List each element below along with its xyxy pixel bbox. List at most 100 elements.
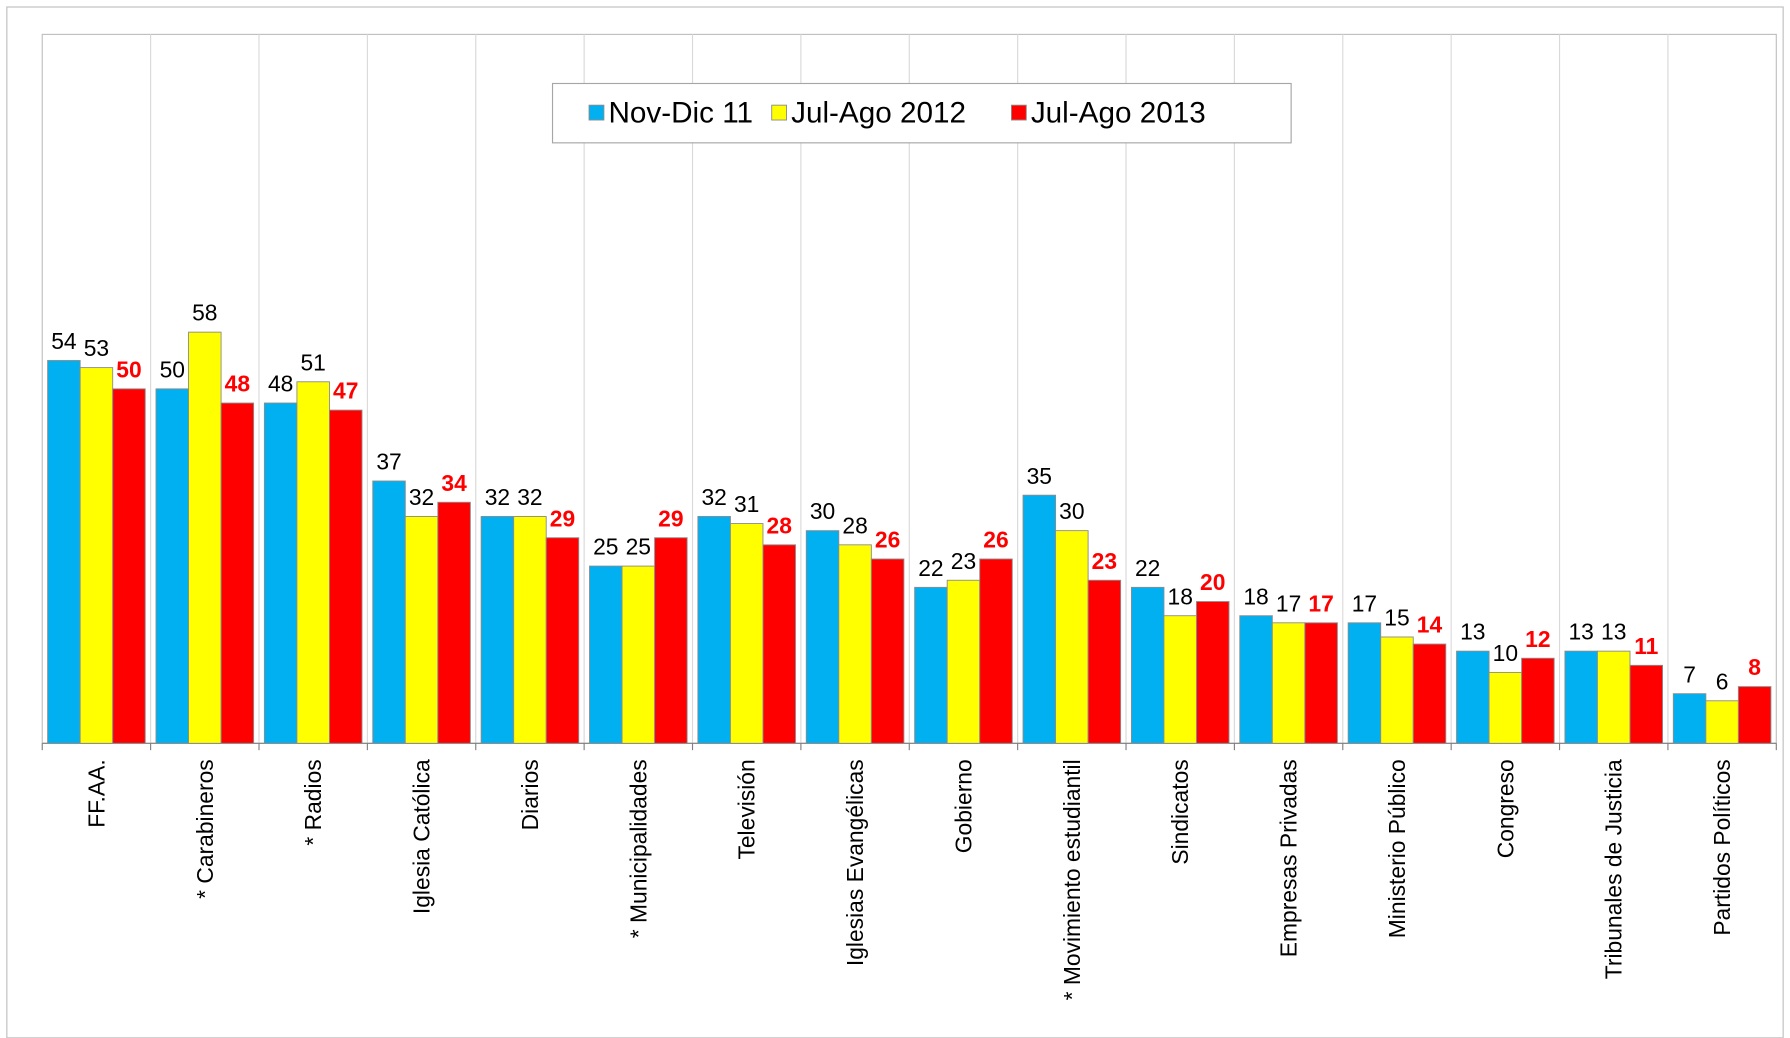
value-label: 50: [116, 356, 141, 382]
value-label: 53: [84, 335, 109, 361]
value-label: 48: [268, 371, 293, 397]
x-tick-label: * Municipalidades: [625, 759, 651, 938]
value-label: 48: [225, 371, 250, 397]
legend-box: [551, 82, 1292, 144]
value-label: 32: [485, 484, 510, 510]
legend-swatch: [1010, 104, 1027, 121]
bar: [1412, 643, 1447, 744]
value-label: 26: [983, 527, 1008, 553]
value-label: 22: [1135, 555, 1160, 581]
value-label: 29: [550, 505, 575, 531]
bar: [1347, 622, 1382, 744]
x-tick-label: Iglesia Católica: [409, 759, 435, 914]
value-label: 13: [1568, 619, 1593, 645]
bar: [870, 558, 905, 744]
value-label: 51: [300, 349, 325, 375]
bar: [1672, 693, 1707, 744]
legend-label: Jul-Ago 2013: [1031, 96, 1206, 129]
bar: [1737, 686, 1772, 744]
bar: [729, 523, 764, 744]
value-label: 11: [1634, 633, 1658, 659]
bar: [263, 402, 298, 744]
bar: [805, 530, 840, 744]
value-label: 25: [626, 534, 651, 560]
bar: [545, 537, 580, 744]
x-tick-label: Televisión: [734, 759, 760, 859]
bar: [1271, 622, 1306, 744]
x-tick-label: * Movimiento estudiantil: [1059, 759, 1085, 1000]
value-label: 12: [1525, 626, 1550, 652]
value-label: 7: [1683, 661, 1696, 687]
bar: [404, 516, 439, 744]
value-label: 18: [1168, 583, 1193, 609]
bar: [79, 367, 114, 744]
value-label: 20: [1200, 569, 1225, 595]
value-label: 25: [593, 534, 618, 560]
bar: [589, 565, 623, 744]
value-label: 18: [1243, 583, 1268, 609]
legend-swatch: [588, 104, 605, 121]
value-label: 34: [441, 470, 467, 496]
x-tick-label: Iglesias Evangélicas: [842, 759, 868, 966]
value-label: 28: [842, 512, 867, 538]
bar: [480, 516, 515, 744]
bar: [220, 402, 255, 744]
bar: [838, 544, 872, 744]
bar: [762, 544, 796, 744]
value-label: 37: [376, 449, 401, 475]
x-tick-label: Sindicatos: [1167, 759, 1193, 864]
value-label: 58: [192, 300, 217, 326]
bar: [112, 388, 146, 744]
bar: [979, 558, 1013, 744]
x-tick-label: Empresas Privadas: [1276, 759, 1302, 957]
value-label: 15: [1384, 605, 1409, 631]
value-label: 17: [1352, 590, 1377, 616]
x-tick-label: Congreso: [1492, 759, 1518, 858]
x-tick-label: Ministerio Público: [1384, 759, 1410, 938]
value-label: 30: [810, 498, 835, 524]
value-label: 50: [160, 356, 185, 382]
bar: [1456, 650, 1490, 744]
value-label: 35: [1027, 463, 1052, 489]
bar: [188, 331, 222, 744]
bar: [654, 537, 688, 744]
bar: [1087, 579, 1122, 744]
value-label: 13: [1460, 619, 1485, 645]
x-tick-label: Tribunales de Justicia: [1601, 759, 1627, 979]
bar: [1196, 601, 1230, 744]
value-label: 23: [951, 548, 976, 574]
bar: [155, 388, 189, 744]
bar: [1239, 615, 1273, 744]
value-label: 8: [1748, 654, 1761, 680]
bar: [437, 501, 471, 744]
bar: [697, 516, 731, 744]
value-label: 32: [409, 484, 434, 510]
x-tick-label: Diarios: [517, 759, 543, 830]
value-label: 29: [658, 505, 683, 531]
value-label: 54: [51, 328, 77, 354]
bar: [1597, 650, 1631, 744]
value-label: 32: [517, 484, 542, 510]
bar: [1130, 586, 1165, 744]
bar: [1022, 494, 1057, 744]
value-label: 17: [1308, 590, 1333, 616]
bar: [47, 360, 81, 744]
bar: [296, 381, 330, 744]
x-tick-label: * Carabineros: [192, 759, 218, 899]
bar: [1488, 671, 1523, 744]
value-label: 32: [701, 484, 726, 510]
x-tick-label: * Radios: [300, 759, 326, 845]
value-label: 13: [1601, 619, 1626, 645]
legend-swatch: [771, 104, 788, 121]
value-label: 47: [333, 378, 358, 404]
legend-label: Jul-Ago 2012: [791, 96, 966, 129]
x-tick-label: FF.AA.: [83, 759, 109, 828]
bar: [946, 579, 981, 744]
bar: [621, 565, 656, 744]
value-label: 14: [1417, 612, 1443, 638]
legend-label: Nov-Dic 11: [608, 96, 753, 129]
bar: [1055, 530, 1089, 744]
bar: [328, 409, 363, 744]
value-label: 23: [1092, 548, 1117, 574]
